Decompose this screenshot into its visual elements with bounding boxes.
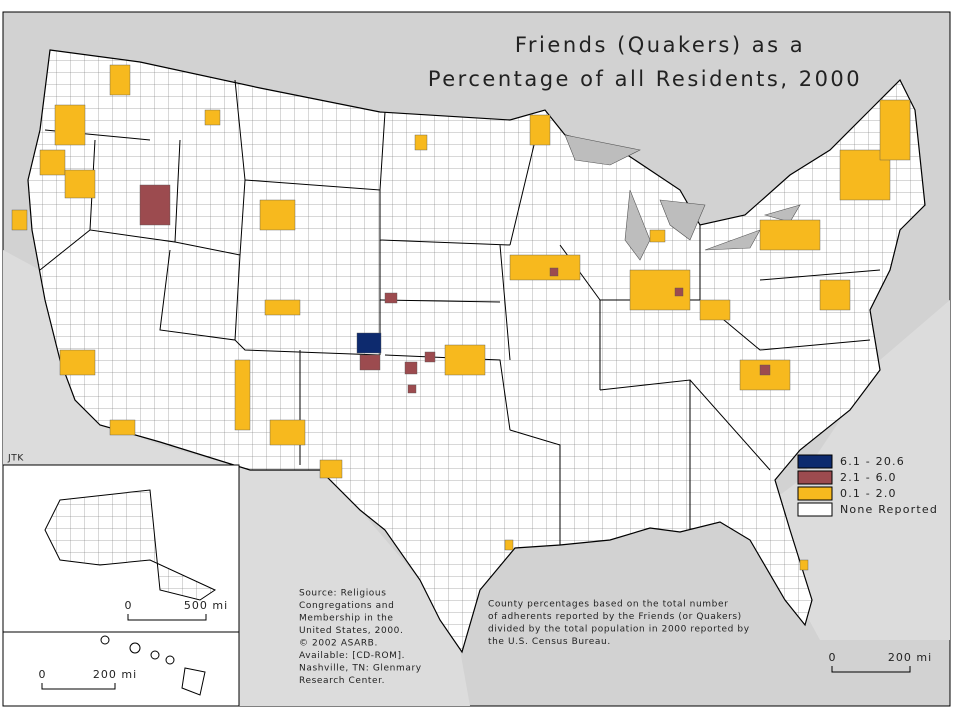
scale-end: 200 mi: [888, 651, 932, 664]
note-line: the U.S. Census Bureau.: [488, 637, 611, 647]
scale-end: 200 mi: [93, 668, 137, 681]
scale-start: 0: [125, 599, 132, 612]
legend-swatch: [797, 470, 833, 485]
scale-bar: [127, 614, 207, 621]
source-line: © 2002 ASARB.: [299, 639, 378, 649]
scale-start: 0: [829, 651, 836, 664]
scale-bars: 0 500 mi 0 200 mi 0 200 mi: [39, 599, 932, 690]
county-shading: [11, 64, 911, 586]
title-line: Percentage of all Residents, 2000: [428, 67, 862, 91]
title-line: Friends (Quakers) as a: [515, 33, 805, 57]
credit: JTK: [7, 454, 24, 464]
legend: 6.1 - 20.6 2.1 - 6.0 0.1 - 2.0 None Reporte…: [797, 454, 938, 517]
legend-swatch: [797, 502, 833, 517]
source-line: Membership in the: [299, 614, 394, 624]
legend-label: 0.1 - 2.0: [840, 487, 897, 500]
county-shading-mid: [139, 184, 771, 394]
source-line: Congregations and: [299, 601, 394, 611]
legend-label: None Reported: [840, 503, 938, 516]
scale-bar: [41, 683, 116, 690]
source-line: Source: Religious: [299, 589, 387, 599]
hawaii: [100, 635, 206, 696]
scale-end: 500 mi: [184, 599, 228, 612]
source-line: United States, 2000.: [299, 626, 403, 636]
alaska: [44, 489, 217, 601]
source-line: Research Center.: [299, 676, 385, 686]
great-lakes: [564, 134, 801, 261]
scale-start: 0: [39, 668, 46, 681]
note-line: County percentages based on the total nu…: [488, 600, 728, 610]
legend-swatch: [797, 454, 833, 469]
note-text: County percentages based on the total nu…: [488, 600, 750, 648]
scale-bar: [831, 666, 911, 673]
legend-label: 6.1 - 20.6: [840, 455, 905, 468]
state-lines: [39, 79, 881, 545]
source-line: Nashville, TN: Glenmary: [299, 664, 422, 674]
source-text: Source: Religious Congregations and Member…: [299, 589, 422, 687]
legend-label: 2.1 - 6.0: [840, 471, 897, 484]
note-line: divided by the total population in 2000 …: [488, 625, 750, 635]
source-line: Available: [CD-ROM].: [299, 651, 405, 661]
legend-swatch: [797, 486, 833, 501]
note-line: of adherents reported by the Friends (or…: [488, 612, 742, 622]
